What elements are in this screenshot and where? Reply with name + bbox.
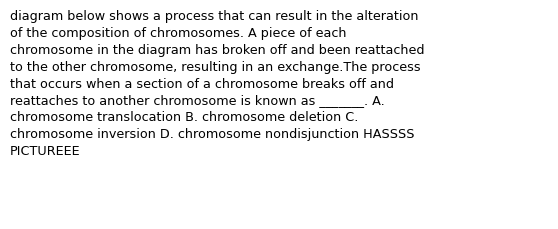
Text: diagram below shows a process that can result in the alteration
of the compositi: diagram below shows a process that can r…: [10, 10, 425, 157]
